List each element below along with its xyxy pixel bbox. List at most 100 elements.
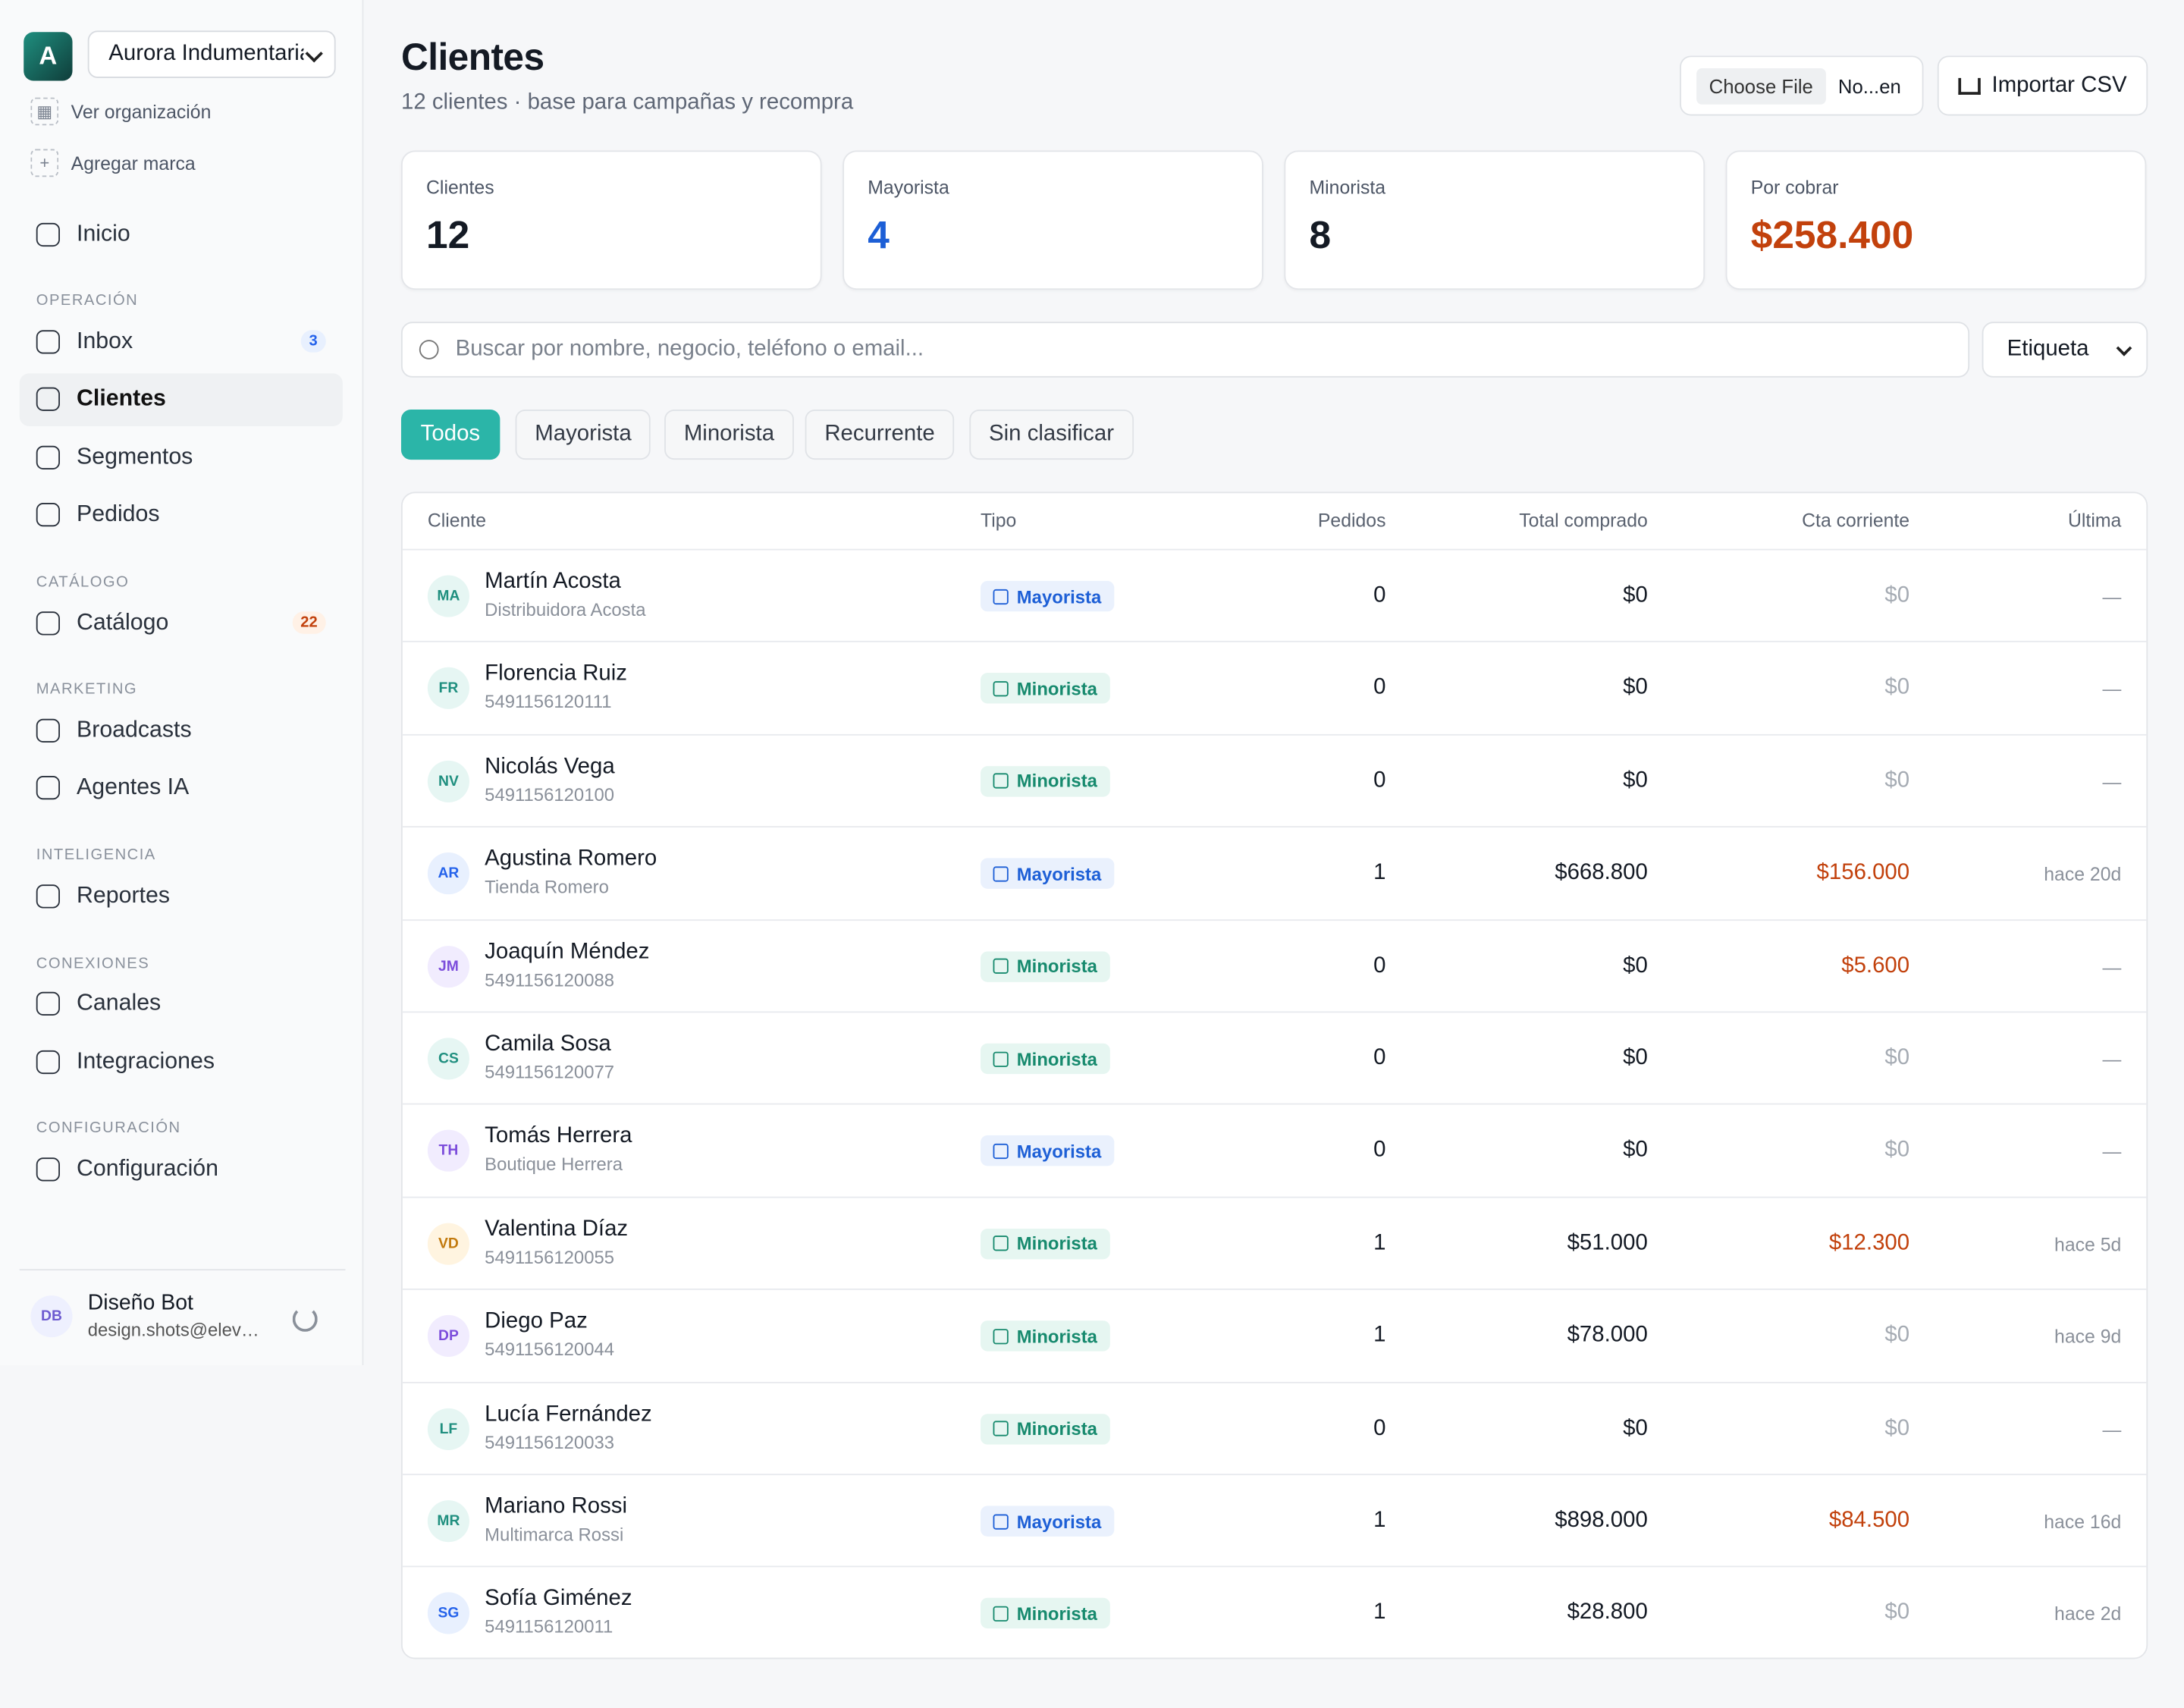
org-link[interactable]: + Agregar marca	[30, 149, 196, 177]
table-row[interactable]: MA Martín Acosta Distribuidora Acosta Mayor…	[402, 548, 2147, 643]
nav-item[interactable]: Broadcasts	[20, 704, 343, 757]
nav-label: Configuración	[77, 1156, 219, 1182]
type-label: Minorista	[1016, 1233, 1097, 1254]
last-activity: hace 20d	[2044, 864, 2122, 885]
table-row[interactable]: JM Joaquín Méndez 5491156120088 Minorista 0 $…	[402, 918, 2147, 1013]
nav-item[interactable]: Pedidos	[20, 488, 343, 542]
org-avatar[interactable]: A	[24, 32, 73, 81]
nav-item[interactable]: Canales	[20, 978, 343, 1031]
total-purchased: $0	[1623, 1416, 1648, 1440]
page-subtitle: 12 clientes · base para campañas y recom…	[400, 90, 854, 115]
account-balance: $0	[1884, 583, 1910, 608]
table-row[interactable]: TH Tomás Herrera Boutique Herrera Mayorista…	[402, 1104, 2147, 1198]
client-avatar: NV	[427, 760, 469, 802]
table-row[interactable]: MR Mariano Rossi Multimarca Rossi Mayorista…	[402, 1474, 2147, 1568]
stat-card: Minorista 8	[1284, 150, 1705, 290]
import-label: Importar CSV	[1991, 73, 2127, 97]
last-activity: —	[2102, 1418, 2122, 1440]
filter-tab[interactable]: Minorista	[664, 409, 794, 460]
client-detail: 5491156120055	[485, 1246, 615, 1268]
stat-card: Clientes 12	[400, 150, 822, 290]
orders: 1	[1373, 1323, 1386, 1348]
last-activity: hace 16d	[2044, 1511, 2122, 1533]
file-button[interactable]: Choose File	[1696, 68, 1826, 104]
account-balance: $156.000	[1816, 861, 1910, 885]
icon	[993, 589, 1009, 604]
client-name: Diego Paz	[485, 1309, 588, 1334]
last-activity: hace 9d	[2054, 1326, 2122, 1348]
table-row[interactable]: DP Diego Paz 5491156120044 Minorista 1 $78.00…	[402, 1289, 2147, 1383]
client-avatar: LF	[427, 1408, 469, 1450]
nav-item[interactable]: Integraciones	[20, 1035, 343, 1088]
nav-item[interactable]: Clientes	[19, 372, 343, 426]
table-row[interactable]: VD Valentina Díaz 5491156120055 Minorista 1 $…	[402, 1196, 2147, 1290]
icon	[36, 503, 60, 527]
total-purchased: $898.000	[1555, 1509, 1648, 1533]
table-row[interactable]: FR Florencia Ruiz 5491156120111 Minorista 0 $…	[402, 641, 2147, 736]
type-label: Mayorista	[1016, 1510, 1102, 1532]
orders: 0	[1373, 953, 1386, 978]
nav-label: Agentes IA	[77, 774, 190, 800]
user-name: Diseño Bot	[87, 1291, 193, 1315]
orders: 1	[1373, 861, 1386, 885]
nav-item[interactable]: Inbox 3	[20, 316, 343, 369]
account-balance: $0	[1884, 1416, 1910, 1440]
search-input[interactable]: Buscar por nombre, negocio, teléfono o e…	[400, 322, 1970, 378]
org-link[interactable]: ▦ Ver organización	[30, 97, 211, 126]
nav-item[interactable]: Catálogo 22	[20, 596, 343, 649]
orders: 0	[1373, 1138, 1386, 1163]
icon	[993, 1421, 1009, 1436]
account-balance: $0	[1884, 768, 1910, 793]
icon	[993, 680, 1009, 697]
nav-item[interactable]: Agentes IA	[20, 761, 343, 815]
nav-item[interactable]: Inicio	[20, 208, 343, 261]
nav-item[interactable]: Segmentos	[20, 431, 343, 484]
total-purchased: $51.000	[1567, 1231, 1648, 1255]
nav-heading: INTELIGENCIA	[36, 847, 156, 865]
nav-heading: MARKETING	[36, 681, 138, 699]
table-row[interactable]: LF Lucía Fernández 5491156120033 Minorista 0…	[402, 1381, 2147, 1475]
client-avatar: CS	[427, 1038, 469, 1080]
type-label: Minorista	[1016, 1325, 1097, 1347]
account-balance: $12.300	[1828, 1231, 1910, 1255]
filter-tab[interactable]: Sin clasificar	[969, 409, 1134, 460]
nav-item[interactable]: Reportes	[20, 869, 343, 922]
search-placeholder: Buscar por nombre, negocio, teléfono o e…	[455, 337, 924, 361]
type-badge: Mayorista	[981, 858, 1114, 890]
client-name: Lucía Fernández	[485, 1402, 652, 1427]
nav-badge: 22	[292, 611, 326, 634]
tag-label: Etiqueta	[2007, 337, 2089, 361]
link-label: Agregar marca	[71, 152, 196, 174]
icon	[993, 773, 1009, 790]
client-avatar: FR	[427, 667, 469, 710]
filter-tab[interactable]: Recurrente	[805, 409, 955, 460]
last-activity: —	[2102, 956, 2122, 978]
client-name: Nicolás Vega	[485, 755, 615, 779]
table-row[interactable]: SG Sofía Giménez 5491156120011 Minorista 1 $2…	[402, 1566, 2147, 1658]
icon	[36, 388, 60, 412]
client-avatar: JM	[427, 945, 469, 987]
import-button[interactable]: Importar CSV	[1937, 55, 2148, 116]
stat-value: 8	[1309, 213, 1332, 256]
table-row[interactable]: CS Camila Sosa 5491156120077 Minorista 0 $0 $0…	[402, 1011, 2147, 1105]
table-row[interactable]: NV Nicolás Vega 5491156120100 Minorista 0 $0 $…	[402, 733, 2147, 828]
tag-select[interactable]: Etiqueta	[1982, 322, 2148, 378]
client-name: Valentina Díaz	[485, 1217, 629, 1242]
icon	[36, 718, 60, 743]
filter-tab[interactable]: Mayorista	[515, 409, 651, 460]
type-label: Minorista	[1016, 956, 1097, 977]
total-purchased: $28.800	[1567, 1601, 1648, 1625]
account-balance: $0	[1884, 676, 1910, 700]
stat-label: Mayorista	[868, 177, 949, 198]
org-select[interactable]: Aurora Indumentaria	[87, 30, 336, 78]
sidebar: A Aurora Indumentaria ▦ Ver organización + Ag…	[0, 0, 364, 1365]
nav-item[interactable]: Configuración	[20, 1143, 343, 1196]
icon	[993, 958, 1009, 975]
total-purchased: $0	[1623, 768, 1648, 793]
table-row[interactable]: AR Agustina Romero Tienda Romero Mayorista 1…	[402, 826, 2147, 921]
filter-tab[interactable]: Todos	[400, 409, 500, 460]
client-name: Martín Acosta	[485, 570, 621, 594]
column-header: Cta corriente	[1802, 510, 1910, 531]
logout[interactable]	[292, 1306, 318, 1332]
file-input[interactable]: Choose File No...en	[1680, 55, 1924, 116]
